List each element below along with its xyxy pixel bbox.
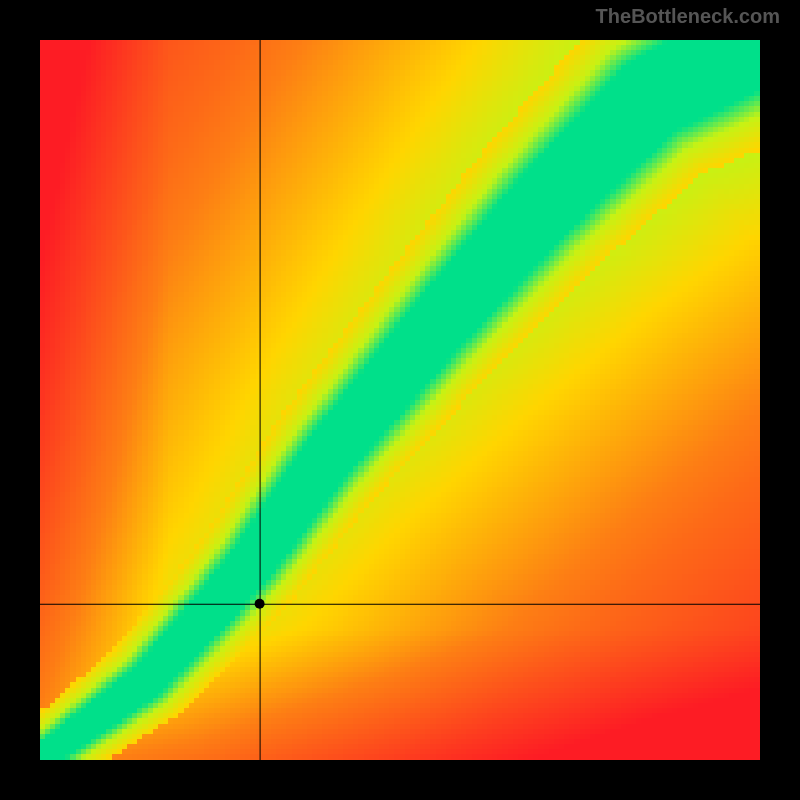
- watermark-text: TheBottleneck.com: [596, 6, 780, 29]
- heatmap-canvas: [40, 40, 760, 760]
- heatmap-plot: [40, 40, 760, 760]
